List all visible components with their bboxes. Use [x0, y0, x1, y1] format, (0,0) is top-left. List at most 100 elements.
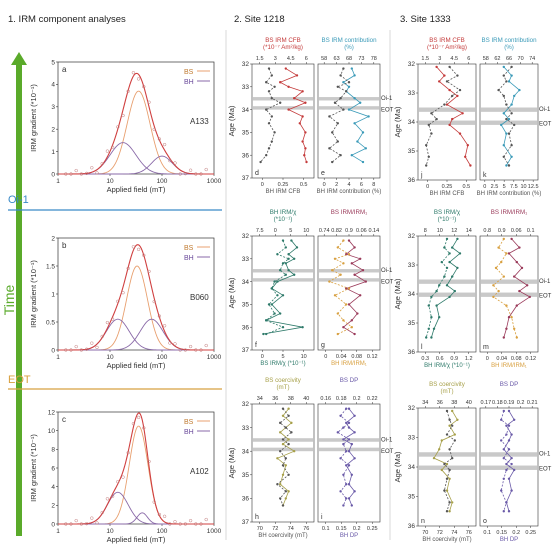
irm-panel-b: 0 0.5 1 1.5 2 1 10 100 1000 Applied field (mT) IRM… [29, 235, 222, 370]
panel-letter: d [255, 170, 259, 177]
bottom-tick-label: 70 [257, 526, 263, 532]
age-tick-label: 32 [242, 401, 250, 408]
series-point [445, 477, 449, 480]
series-point [502, 336, 505, 339]
age-tick-label: 33 [242, 84, 250, 91]
series-point [510, 144, 513, 147]
legend-bs: BS [184, 245, 194, 252]
top-axis-label: BS DP [340, 377, 359, 384]
series-point [345, 497, 348, 500]
data-point [142, 85, 146, 89]
top-tick-label: 10 [303, 228, 309, 234]
series-point [304, 147, 307, 150]
series-point [287, 407, 290, 410]
top-tick-label: 4.5 [450, 56, 458, 62]
sample-id: B060 [190, 293, 209, 302]
series-point [430, 132, 433, 135]
series-point [505, 103, 508, 106]
series-point [304, 131, 307, 134]
series-point [345, 421, 348, 425]
age-tick-label: 33 [408, 262, 416, 269]
bottom-tick-label: 2.5 [491, 184, 499, 190]
top-tick-label: 0.74 [319, 228, 330, 234]
panel-letter: m [483, 344, 489, 351]
series-point [507, 132, 511, 135]
series-point [301, 326, 304, 329]
panel-letter: n [421, 518, 425, 525]
age-tick-label: 37 [242, 347, 250, 354]
series-point [445, 433, 449, 436]
series-point [262, 332, 265, 336]
series-point [342, 438, 345, 441]
top-tick-label: 0.16 [320, 396, 331, 402]
series-point [347, 407, 351, 410]
y-tick-label: 1 [51, 149, 55, 156]
age-tick-label: 36 [242, 152, 250, 159]
top-axis-label: BS coercivity [429, 381, 466, 388]
age-axis-label: Age (Ma) [393, 278, 402, 309]
top-tick-label: 0.14 [368, 228, 379, 234]
y-tick-label: 3 [51, 104, 55, 111]
series-point [293, 97, 296, 100]
data-point [95, 521, 99, 525]
panel-letter: i [321, 514, 323, 521]
series-point [513, 275, 516, 278]
top-tick-label: 73 [358, 56, 364, 62]
bottom-tick-label: 4 [347, 182, 350, 188]
series-point [507, 424, 511, 427]
series-point [440, 439, 443, 442]
legend-bh: BH [184, 79, 194, 86]
series-point [347, 287, 351, 290]
series-point [361, 160, 365, 164]
top-tick-label: 1.5 [421, 56, 429, 62]
series-point [497, 289, 500, 293]
series-point [303, 154, 306, 157]
series-line-bh [337, 408, 350, 506]
series-point [507, 439, 511, 442]
data-point [147, 100, 151, 104]
series-point [339, 414, 342, 417]
data-point [168, 522, 172, 526]
series-point [347, 239, 351, 242]
plot-frame [57, 61, 215, 175]
bottom-tick-label: 7.5 [510, 184, 518, 190]
series-point [448, 510, 451, 513]
data-point [142, 253, 146, 257]
top-axis-label: BS IRM/IRM₁ [331, 209, 367, 216]
plot-frame [317, 403, 381, 523]
series-point [500, 418, 503, 421]
series-point [273, 312, 276, 315]
series-point [273, 85, 276, 89]
bottom-axis-label: BH DP [500, 537, 518, 543]
series-point [328, 147, 331, 150]
panel-letter: b [62, 241, 67, 250]
panel-letter: l [421, 344, 423, 351]
series-point [430, 336, 433, 339]
age-tick-label: 33 [408, 435, 416, 442]
x-tick-label: 1 [56, 178, 60, 185]
bottom-tick-label: 0 [324, 354, 327, 360]
plot-frame [251, 235, 315, 351]
top-tick-label: 40 [303, 396, 309, 402]
age-tick-label: 34 [408, 464, 416, 471]
bottom-axis-label: BS IRM/χ (*10⁻¹) [260, 361, 305, 367]
bottom-tick-label: 0.2 [353, 526, 361, 532]
series-point [464, 155, 467, 158]
series-point [270, 74, 273, 77]
series-point [281, 239, 285, 242]
series-point [438, 284, 441, 287]
x-axis-label: Applied field (mT) [107, 361, 166, 370]
series-point [505, 424, 508, 427]
eot-marker-label: EOT [539, 121, 552, 127]
series-point [287, 438, 290, 441]
bottom-axis-label: BH IRM contribution (%) [317, 189, 382, 195]
top-tick-label: 0.19 [504, 400, 515, 406]
legend-bs: BS [184, 419, 194, 426]
data-point [126, 451, 130, 455]
series-point [284, 464, 287, 467]
data-point [84, 522, 89, 526]
series-point [279, 101, 282, 104]
series-point [347, 497, 351, 500]
